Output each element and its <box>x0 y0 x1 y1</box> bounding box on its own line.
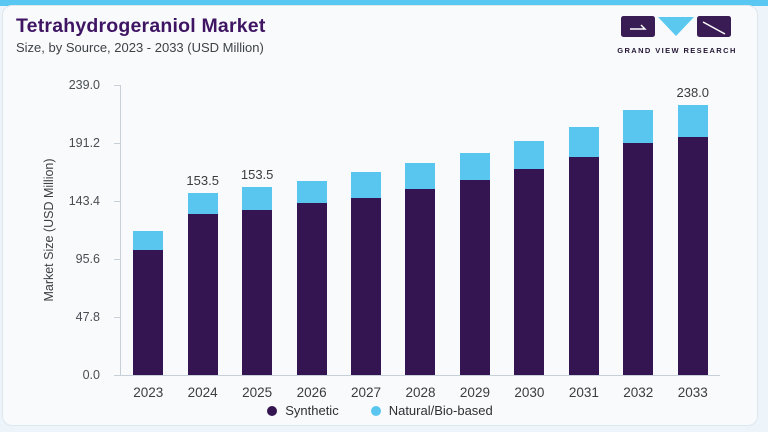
bar-segment-synthetic-2024 <box>187 213 218 375</box>
bar-segment-synthetic-2023 <box>133 250 164 375</box>
bar-segment-natural-2024 <box>187 193 218 214</box>
bar-segment-natural-2029 <box>459 153 490 181</box>
legend-label: Natural/Bio-based <box>388 403 493 418</box>
bar-segment-synthetic-2032 <box>623 143 654 375</box>
legend-item: Synthetic <box>267 403 339 418</box>
bar-segment-natural-2031 <box>568 127 599 158</box>
bar-segment-synthetic-2031 <box>568 157 599 375</box>
bar-segment-natural-2028 <box>405 163 436 190</box>
bar-segment-natural-2023 <box>133 231 164 251</box>
bar-segment-synthetic-2027 <box>351 197 382 375</box>
y-tick-label: 0.0 <box>82 368 100 382</box>
brand-logo-text: GRAND VIEW RESEARCH <box>617 46 737 55</box>
y-tick-mark <box>114 143 120 144</box>
bar-value-label: 153.5 <box>186 173 219 189</box>
bar-group-2031: 2031 <box>557 85 611 400</box>
bar-value-label: 238.0 <box>676 85 710 100</box>
bar-segment-natural-2030 <box>514 141 545 170</box>
bar-segment-synthetic-2026 <box>296 203 327 375</box>
y-tick-label: 47.8 <box>75 310 100 324</box>
bars-row: 2023 153.5 2024 153.5 2025 2026 2027 2028 2029 20… <box>121 85 720 400</box>
bar-group-2033: 238.0 2033 <box>666 85 720 400</box>
x-axis-label: 2033 <box>677 385 708 400</box>
y-tick-label: 191.2 <box>68 136 100 150</box>
legend-item: Natural/Bio-based <box>370 403 493 418</box>
x-axis-label: 2025 <box>242 385 273 400</box>
page-title: Tetrahydrogeraniol Market <box>16 15 266 37</box>
bar-segment-natural-2026 <box>296 181 327 204</box>
top-accent-bar <box>0 0 768 6</box>
bar-group-2032: 2032 <box>611 85 665 400</box>
brand-logo: GRAND VIEW RESEARCH <box>611 15 743 55</box>
y-axis-labels: 239.0 191.2 143.4 95.6 47.8 0.0 <box>3 78 110 382</box>
legend-swatch-icon <box>267 405 278 416</box>
bar-group-2028: 2028 <box>393 85 447 400</box>
x-axis-label: 2023 <box>133 385 164 400</box>
bar-group-2029: 2029 <box>448 85 502 400</box>
bar-segment-natural-2027 <box>351 172 382 198</box>
x-axis-label: 2027 <box>351 385 382 400</box>
bar-group-2026: 2026 <box>284 85 338 400</box>
bar-value-label: 153.5 <box>240 167 274 183</box>
bar-group-2024: 153.5 2024 <box>175 85 229 400</box>
bar-segment-synthetic-2025 <box>242 209 273 375</box>
y-tick-mark <box>114 85 120 86</box>
bar-segment-synthetic-2028 <box>405 189 436 375</box>
x-axis-label: 2029 <box>459 385 490 400</box>
bar-segment-natural-2032 <box>623 110 654 144</box>
bar-group-2030: 2030 <box>502 85 556 400</box>
y-tick-mark <box>114 201 120 202</box>
bar-segment-synthetic-2033 <box>677 136 708 375</box>
x-axis-label: 2026 <box>296 385 327 400</box>
legend-swatch-icon <box>370 405 381 416</box>
x-axis-label: 2030 <box>514 385 545 400</box>
bar-segment-natural-2025 <box>242 187 273 210</box>
chart-card: Tetrahydrogeraniol Market Size, by Sourc… <box>2 5 758 426</box>
bar-segment-natural-2033 <box>677 105 708 137</box>
y-tick-label: 95.6 <box>75 252 100 266</box>
bar-segment-synthetic-2029 <box>459 180 490 375</box>
legend-label: Synthetic <box>285 403 339 418</box>
bar-group-2025: 153.5 2025 <box>230 85 284 400</box>
y-tick-label: 239.0 <box>68 78 100 92</box>
bar-group-2023: 2023 <box>121 85 175 400</box>
gvr-logo-icon <box>621 16 731 37</box>
legend: Synthetic Natural/Bio-based <box>3 403 757 418</box>
y-tick-mark <box>114 259 120 260</box>
x-axis-label: 2024 <box>187 385 218 400</box>
bar-segment-synthetic-2030 <box>514 169 545 375</box>
plot-area: 2023 153.5 2024 153.5 2025 2026 2027 2028 2029 20… <box>114 85 720 400</box>
y-tick-label: 143.4 <box>68 194 100 208</box>
y-tick-mark <box>114 375 120 376</box>
x-axis-label: 2032 <box>623 385 654 400</box>
x-axis-label: 2031 <box>568 385 599 400</box>
x-axis-label: 2028 <box>405 385 436 400</box>
y-tick-mark <box>114 317 120 318</box>
bar-group-2027: 2027 <box>339 85 393 400</box>
page-subtitle: Size, by Source, 2023 - 2033 (USD Millio… <box>16 40 264 55</box>
